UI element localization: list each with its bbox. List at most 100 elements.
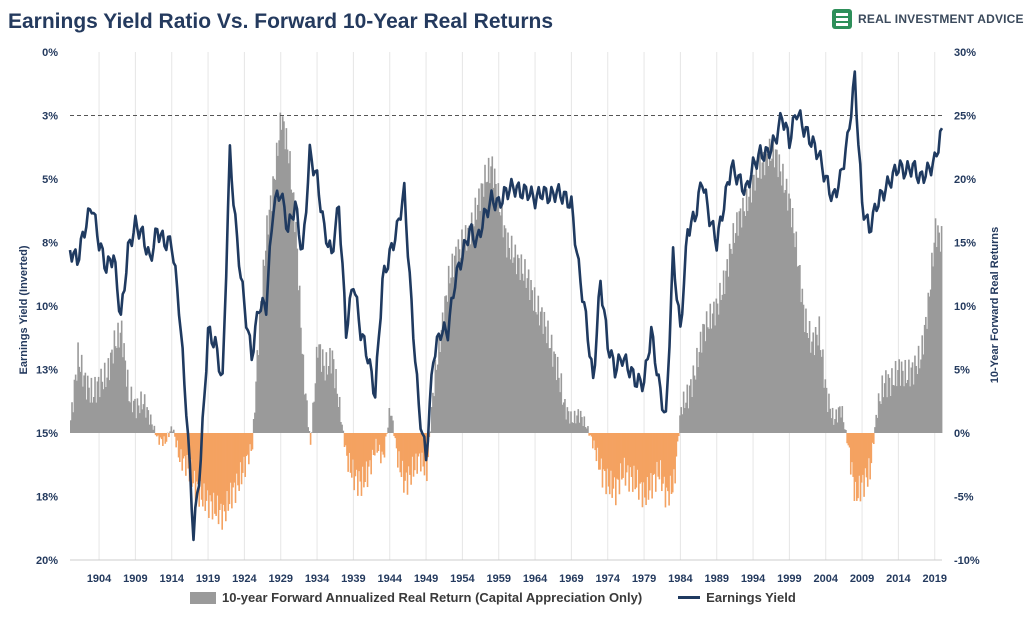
area-bar: [456, 268, 458, 433]
area-bar: [682, 391, 685, 433]
area-bar: [734, 233, 737, 433]
area-bar: [326, 374, 329, 433]
area-bar: [493, 168, 496, 433]
area-bar: [935, 247, 938, 433]
area-bar: [577, 409, 580, 433]
area-bar: [116, 348, 118, 433]
area-bar: [461, 229, 463, 433]
area-bar: [600, 433, 603, 459]
area-bar: [887, 374, 890, 433]
area-bar: [312, 402, 314, 433]
area-bar: [760, 178, 762, 433]
area-bar: [585, 428, 588, 433]
area-bar: [489, 183, 491, 433]
area-bar: [473, 226, 475, 433]
area-bar: [921, 335, 924, 433]
left-tick-label: 20%: [36, 555, 58, 567]
area-bar: [773, 167, 776, 433]
area-bar: [415, 433, 417, 454]
area-bar: [341, 424, 343, 433]
area-bar: [256, 350, 259, 433]
area-bar: [794, 247, 796, 433]
area-bar: [332, 359, 335, 433]
area-bar: [813, 355, 816, 433]
area-bar: [765, 147, 767, 434]
area-bar: [499, 215, 502, 433]
area-bar: [400, 433, 403, 477]
area-bar: [214, 433, 216, 514]
area-bar: [722, 270, 725, 433]
area-bar: [301, 353, 303, 433]
area-bar: [492, 187, 495, 433]
area-bar: [882, 397, 885, 433]
area-bar: [857, 433, 859, 499]
area-bar: [484, 164, 486, 434]
area-bar: [779, 171, 782, 433]
area-bar: [464, 225, 467, 433]
area-bar: [303, 394, 306, 433]
area-bar: [164, 433, 167, 444]
area-bar: [732, 223, 735, 433]
area-bar: [208, 433, 210, 518]
area-bar: [171, 431, 174, 433]
area-bar: [318, 344, 320, 433]
area-bar: [380, 433, 382, 464]
area-bar: [611, 433, 613, 498]
area-bar: [710, 328, 713, 433]
area-bar: [539, 311, 542, 433]
area-bar: [641, 433, 644, 508]
left-tick-label: 18%: [36, 492, 58, 504]
left-axis-label: Earnings Yield (Inverted): [18, 245, 30, 374]
area-bar: [565, 419, 567, 433]
area-bar: [802, 304, 805, 433]
area-bar: [847, 433, 850, 446]
area-bar: [778, 154, 781, 433]
area-bar: [748, 196, 750, 433]
area-bar: [529, 300, 531, 433]
area-bar: [704, 341, 707, 433]
area-bar: [696, 347, 698, 433]
area-bar: [180, 433, 182, 450]
area-bar: [132, 400, 135, 433]
area-bar: [76, 380, 78, 433]
area-bar: [129, 402, 131, 433]
area-bar: [89, 402, 91, 433]
area-bar: [750, 202, 753, 433]
area-bar: [475, 219, 478, 433]
area-bar: [589, 433, 592, 436]
area-bar: [687, 408, 690, 433]
area-bar: [146, 407, 148, 433]
area-bar: [266, 215, 268, 433]
area-bar: [849, 433, 852, 475]
area-bar: [393, 433, 395, 437]
area-bar: [598, 433, 600, 470]
area-bar: [433, 396, 435, 433]
area-bar: [664, 433, 667, 508]
area-bar: [886, 397, 888, 433]
area-bar: [324, 380, 326, 433]
area-bar: [809, 352, 812, 433]
area-bar: [680, 407, 683, 433]
area-bar: [149, 414, 152, 433]
area-bar: [518, 258, 520, 433]
area-bar: [420, 433, 422, 472]
area-bar: [709, 303, 712, 433]
area-bar: [714, 325, 716, 433]
area-bar: [908, 359, 910, 433]
area-bar: [606, 433, 609, 469]
area-bar: [498, 212, 501, 433]
x-tick-label: 1984: [668, 573, 693, 585]
area-bar: [582, 426, 584, 433]
x-tick-label: 2014: [886, 573, 911, 585]
area-bar: [349, 433, 352, 473]
area-bar: [591, 433, 594, 449]
area-bar: [99, 397, 101, 433]
area-bar: [384, 433, 387, 437]
area-bar: [285, 128, 288, 433]
area-bar: [401, 433, 404, 461]
area-bar: [699, 331, 702, 433]
area-bar: [249, 433, 251, 445]
area-bar: [148, 424, 151, 433]
area-bar: [387, 427, 389, 433]
area-bar: [503, 225, 506, 433]
